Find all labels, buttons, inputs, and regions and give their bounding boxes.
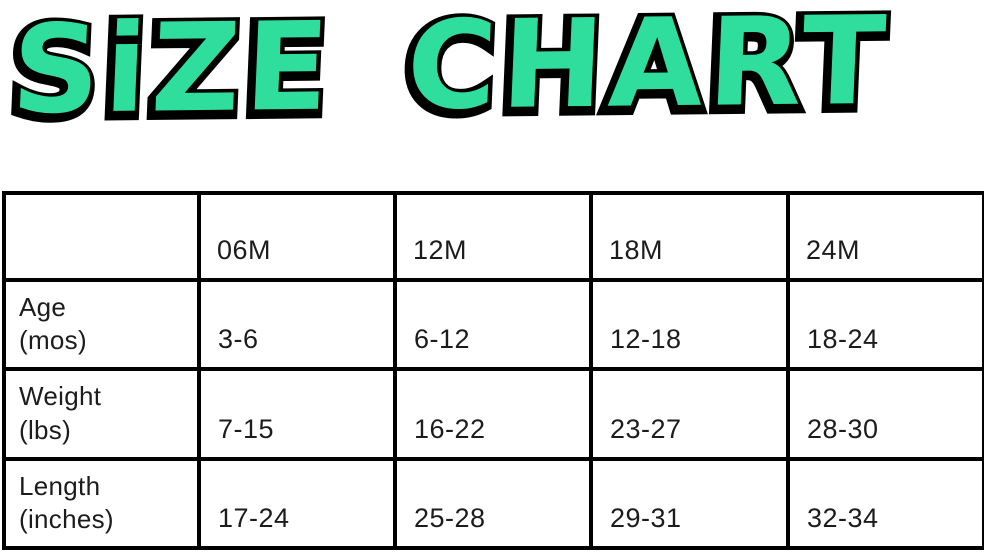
- col-header-18m: 18M: [589, 190, 790, 282]
- table-row-weight: Weight (lbs) 7-15 16-22 23-27 28-30: [2, 366, 984, 461]
- col-header-12m: 12M: [393, 190, 593, 282]
- cell-age-18m: 12-18: [589, 277, 790, 371]
- cell-length-18m: 29-31: [589, 456, 790, 550]
- cell-weight-12m: 16-22: [393, 366, 593, 461]
- cell-age-12m: 6-12: [393, 277, 593, 371]
- corner-blank-cell: [2, 190, 201, 282]
- row-header-weight: Weight (lbs): [2, 366, 201, 461]
- cell-weight-18m: 23-27: [589, 366, 790, 461]
- row-unit-age: (mos): [19, 325, 87, 356]
- row-label-weight: Weight: [19, 381, 102, 412]
- cell-weight-06m: 7-15: [197, 366, 397, 461]
- table-row-length: Length (inches) 17-24 25-28 29-31 32-34: [2, 456, 984, 550]
- row-unit-length: (inches): [19, 504, 114, 535]
- header-row: 06M 12M 18M 24M: [2, 190, 984, 282]
- cell-length-24m: 32-34: [786, 456, 984, 550]
- cell-length-06m: 17-24: [197, 456, 397, 550]
- row-unit-weight: (lbs): [19, 414, 72, 445]
- size-chart-table: 06M 12M 18M 24M Age (mos) 3-6 6-12 12-18…: [2, 190, 984, 550]
- row-label-age: Age: [19, 291, 67, 322]
- row-label-length: Length: [19, 470, 101, 501]
- cell-age-06m: 3-6: [197, 277, 397, 371]
- cell-weight-24m: 28-30: [786, 366, 984, 461]
- size-chart-title: SiZE CHART: [9, 0, 893, 141]
- cell-length-12m: 25-28: [393, 456, 593, 550]
- row-header-age: Age (mos): [2, 277, 201, 371]
- table-row-age: Age (mos) 3-6 6-12 12-18 18-24: [2, 277, 984, 371]
- col-header-24m: 24M: [786, 190, 984, 282]
- cell-age-24m: 18-24: [786, 277, 984, 371]
- col-header-06m: 06M: [197, 190, 397, 282]
- row-header-length: Length (inches): [2, 456, 201, 550]
